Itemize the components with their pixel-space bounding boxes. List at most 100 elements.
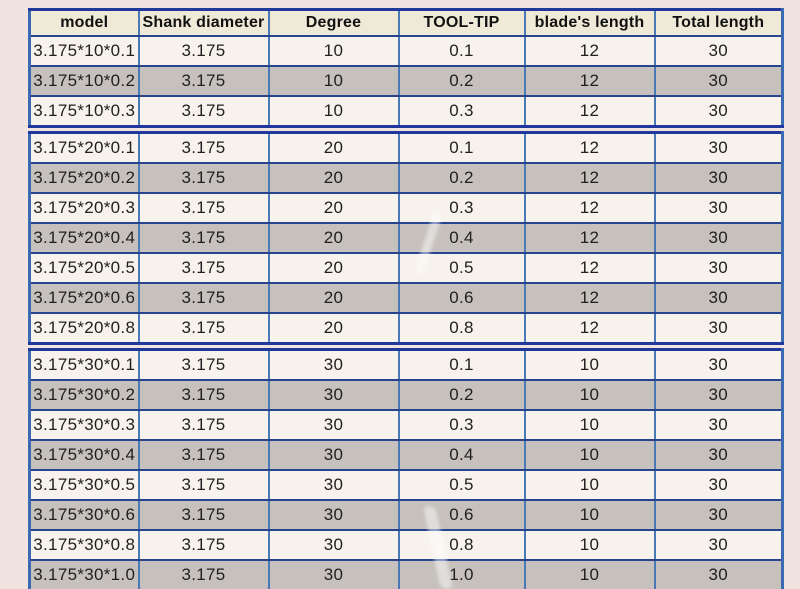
- cell-shank-diameter: 3.175: [137, 65, 270, 97]
- cell-tool-tip: 0.2: [397, 379, 526, 411]
- cell-blades-length: 10: [523, 499, 656, 531]
- table-row: 3.175*20*0.6 3.175 20 0.6 12 30: [28, 282, 784, 314]
- cell-total-length: 30: [653, 312, 784, 345]
- table-row: 3.175*20*0.5 3.175 20 0.5 12 30: [28, 252, 784, 284]
- table-row: 3.175*20*0.3 3.175 20 0.3 12 30: [28, 192, 784, 224]
- cell-total-length: 30: [653, 499, 784, 531]
- cell-degree: 20: [267, 192, 400, 224]
- cell-model: 3.175*30*0.1: [28, 348, 140, 381]
- cell-model: 3.175*20*0.3: [28, 192, 140, 224]
- cell-tool-tip: 0.5: [397, 252, 526, 284]
- cell-shank-diameter: 3.175: [137, 222, 270, 254]
- table-row: 3.175*30*0.1 3.175 30 0.1 10 30: [28, 348, 784, 381]
- cell-total-length: 30: [653, 529, 784, 561]
- cell-blades-length: 12: [523, 222, 656, 254]
- cell-blades-length: 12: [523, 35, 656, 67]
- cell-tool-tip: 0.4: [397, 222, 526, 254]
- cell-model: 3.175*20*0.1: [28, 131, 140, 164]
- col-header-model: model: [28, 8, 140, 37]
- cell-blades-length: 10: [523, 469, 656, 501]
- cell-shank-diameter: 3.175: [137, 409, 270, 441]
- table-row: 3.175*20*0.4 3.175 20 0.4 12 30: [28, 222, 784, 254]
- table-row: 3.175*30*1.0 3.175 30 1.0 10 30: [28, 559, 784, 589]
- cell-total-length: 30: [653, 439, 784, 471]
- cell-total-length: 30: [653, 192, 784, 224]
- table-row: 3.175*30*0.3 3.175 30 0.3 10 30: [28, 409, 784, 441]
- cell-degree: 10: [267, 95, 400, 128]
- cell-tool-tip: 0.1: [397, 35, 526, 67]
- cell-shank-diameter: 3.175: [137, 312, 270, 345]
- cell-shank-diameter: 3.175: [137, 192, 270, 224]
- cell-shank-diameter: 3.175: [137, 162, 270, 194]
- cell-model: 3.175*10*0.1: [28, 35, 140, 67]
- cell-total-length: 30: [653, 35, 784, 67]
- cell-blades-length: 10: [523, 379, 656, 411]
- cell-blades-length: 12: [523, 312, 656, 345]
- cell-blades-length: 12: [523, 95, 656, 128]
- cell-tool-tip: 0.6: [397, 499, 526, 531]
- cell-model: 3.175*30*0.5: [28, 469, 140, 501]
- cell-degree: 10: [267, 65, 400, 97]
- cell-model: 3.175*20*0.6: [28, 282, 140, 314]
- cell-total-length: 30: [653, 252, 784, 284]
- cell-model: 3.175*10*0.3: [28, 95, 140, 128]
- cell-degree: 30: [267, 499, 400, 531]
- cell-blades-length: 10: [523, 439, 656, 471]
- cell-tool-tip: 0.8: [397, 312, 526, 345]
- cell-degree: 30: [267, 529, 400, 561]
- cell-shank-diameter: 3.175: [137, 282, 270, 314]
- cell-degree: 20: [267, 162, 400, 194]
- cell-total-length: 30: [653, 348, 784, 381]
- table-header: model Shank diameter Degree TOOL-TIP bla…: [28, 8, 784, 37]
- cell-shank-diameter: 3.175: [137, 499, 270, 531]
- cell-blades-length: 10: [523, 348, 656, 381]
- cell-blades-length: 12: [523, 131, 656, 164]
- cell-shank-diameter: 3.175: [137, 348, 270, 381]
- header-row: model Shank diameter Degree TOOL-TIP bla…: [28, 8, 784, 37]
- cell-model: 3.175*30*0.2: [28, 379, 140, 411]
- table-group-30-degree: 3.175*30*0.1 3.175 30 0.1 10 30 3.175*30*0.2 3.…: [28, 348, 784, 589]
- cell-degree: 30: [267, 559, 400, 589]
- cell-total-length: 30: [653, 409, 784, 441]
- cell-shank-diameter: 3.175: [137, 131, 270, 164]
- cell-model: 3.175*30*0.3: [28, 409, 140, 441]
- cell-blades-length: 12: [523, 162, 656, 194]
- spec-table: model Shank diameter Degree TOOL-TIP bla…: [28, 8, 784, 589]
- table-row: 3.175*30*0.6 3.175 30 0.6 10 30: [28, 499, 784, 531]
- cell-blades-length: 12: [523, 252, 656, 284]
- table-group-10-degree: model Shank diameter Degree TOOL-TIP bla…: [28, 8, 784, 128]
- cell-tool-tip: 0.5: [397, 469, 526, 501]
- cell-blades-length: 10: [523, 409, 656, 441]
- cell-shank-diameter: 3.175: [137, 95, 270, 128]
- table-row: 3.175*10*0.3 3.175 10 0.3 12 30: [28, 95, 784, 128]
- table-row: 3.175*20*0.8 3.175 20 0.8 12 30: [28, 312, 784, 345]
- cell-model: 3.175*20*0.4: [28, 222, 140, 254]
- cell-tool-tip: 0.1: [397, 131, 526, 164]
- cell-total-length: 30: [653, 131, 784, 164]
- table-row: 3.175*30*0.2 3.175 30 0.2 10 30: [28, 379, 784, 411]
- cell-blades-length: 12: [523, 65, 656, 97]
- col-header-shank-diameter: Shank diameter: [137, 8, 270, 37]
- cell-total-length: 30: [653, 162, 784, 194]
- table-group-20-degree: 3.175*20*0.1 3.175 20 0.1 12 30 3.175*20*0.2 3.…: [28, 131, 784, 345]
- table-row: 3.175*10*0.1 3.175 10 0.1 12 30: [28, 35, 784, 67]
- cell-tool-tip: 0.3: [397, 95, 526, 128]
- col-header-total-length: Total length: [653, 8, 784, 37]
- cell-degree: 20: [267, 282, 400, 314]
- table-row: 3.175*30*0.5 3.175 30 0.5 10 30: [28, 469, 784, 501]
- cell-degree: 20: [267, 131, 400, 164]
- cell-degree: 20: [267, 222, 400, 254]
- cell-shank-diameter: 3.175: [137, 469, 270, 501]
- col-header-degree: Degree: [267, 8, 400, 37]
- cell-degree: 30: [267, 379, 400, 411]
- cell-degree: 20: [267, 312, 400, 345]
- cell-tool-tip: 0.2: [397, 162, 526, 194]
- cell-tool-tip: 0.3: [397, 409, 526, 441]
- cell-shank-diameter: 3.175: [137, 379, 270, 411]
- cell-model: 3.175*20*0.8: [28, 312, 140, 345]
- cell-total-length: 30: [653, 559, 784, 589]
- cell-tool-tip: 0.6: [397, 282, 526, 314]
- table-row: 3.175*30*0.8 3.175 30 0.8 10 30: [28, 529, 784, 561]
- cell-blades-length: 10: [523, 529, 656, 561]
